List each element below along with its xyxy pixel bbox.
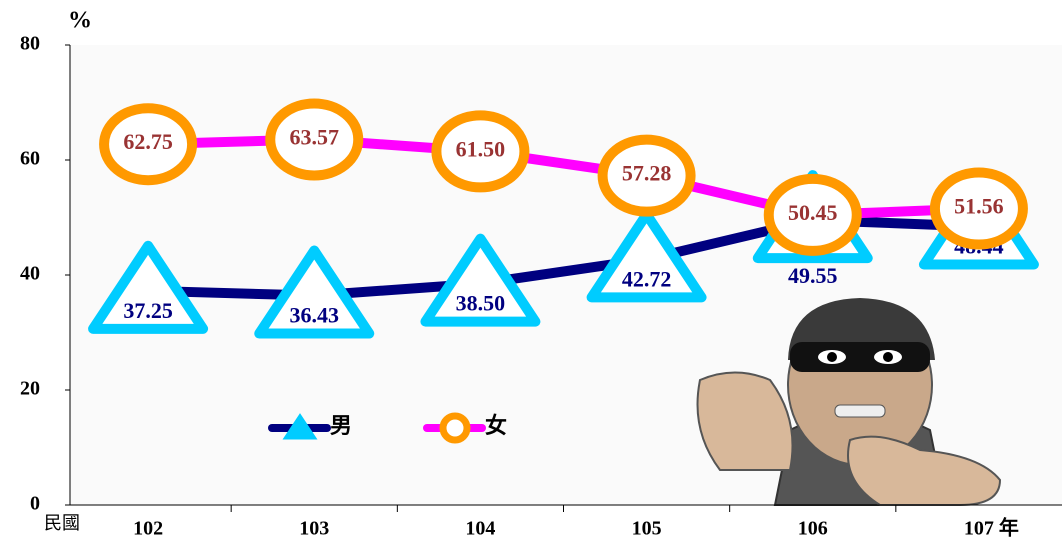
data-label: 42.72 (622, 266, 672, 291)
x-tick-label: 103 (299, 518, 329, 540)
legend-label: 女 (485, 413, 507, 438)
y-tick-label: 20 (20, 378, 40, 400)
data-label: 51.56 (954, 194, 1004, 219)
data-label: 50.45 (788, 200, 838, 225)
legend-marker (439, 412, 471, 444)
circle-marker (99, 103, 198, 186)
data-label: 38.50 (456, 291, 506, 316)
data-label: 37.25 (123, 298, 173, 323)
data-label: 61.50 (456, 136, 506, 161)
y-axis-label: % (68, 8, 92, 34)
x-tick-label: 102 (133, 518, 163, 540)
illustration (696, 298, 1002, 506)
triangle-marker (586, 209, 707, 303)
data-label: 62.75 (123, 129, 173, 154)
circle-marker (763, 173, 862, 256)
legend-marker (282, 413, 318, 440)
y-tick-label: 0 (30, 493, 40, 515)
triangle-marker (420, 233, 541, 327)
x-suffix: 年 (999, 516, 1019, 540)
circle-marker (929, 167, 1028, 250)
x-tick-label: 107 (964, 518, 994, 540)
x-tick-label: 106 (798, 518, 828, 540)
y-tick-label: 60 (20, 148, 40, 170)
x-tick-label: 105 (632, 518, 662, 540)
triangle-marker (88, 240, 209, 334)
x-axis-label: 民國 (44, 513, 80, 533)
y-tick-label: 80 (20, 33, 40, 55)
circle-marker (431, 110, 530, 193)
triangle-marker (254, 245, 375, 339)
circle-marker (597, 134, 696, 217)
x-tick-label: 104 (465, 518, 495, 540)
data-label: 57.28 (622, 161, 672, 186)
data-label: 36.43 (290, 303, 340, 328)
y-tick-label: 40 (20, 263, 40, 285)
legend-label: 男 (330, 413, 352, 438)
circle-marker (265, 98, 364, 181)
data-label: 49.55 (788, 263, 838, 288)
data-label: 63.57 (290, 125, 340, 150)
